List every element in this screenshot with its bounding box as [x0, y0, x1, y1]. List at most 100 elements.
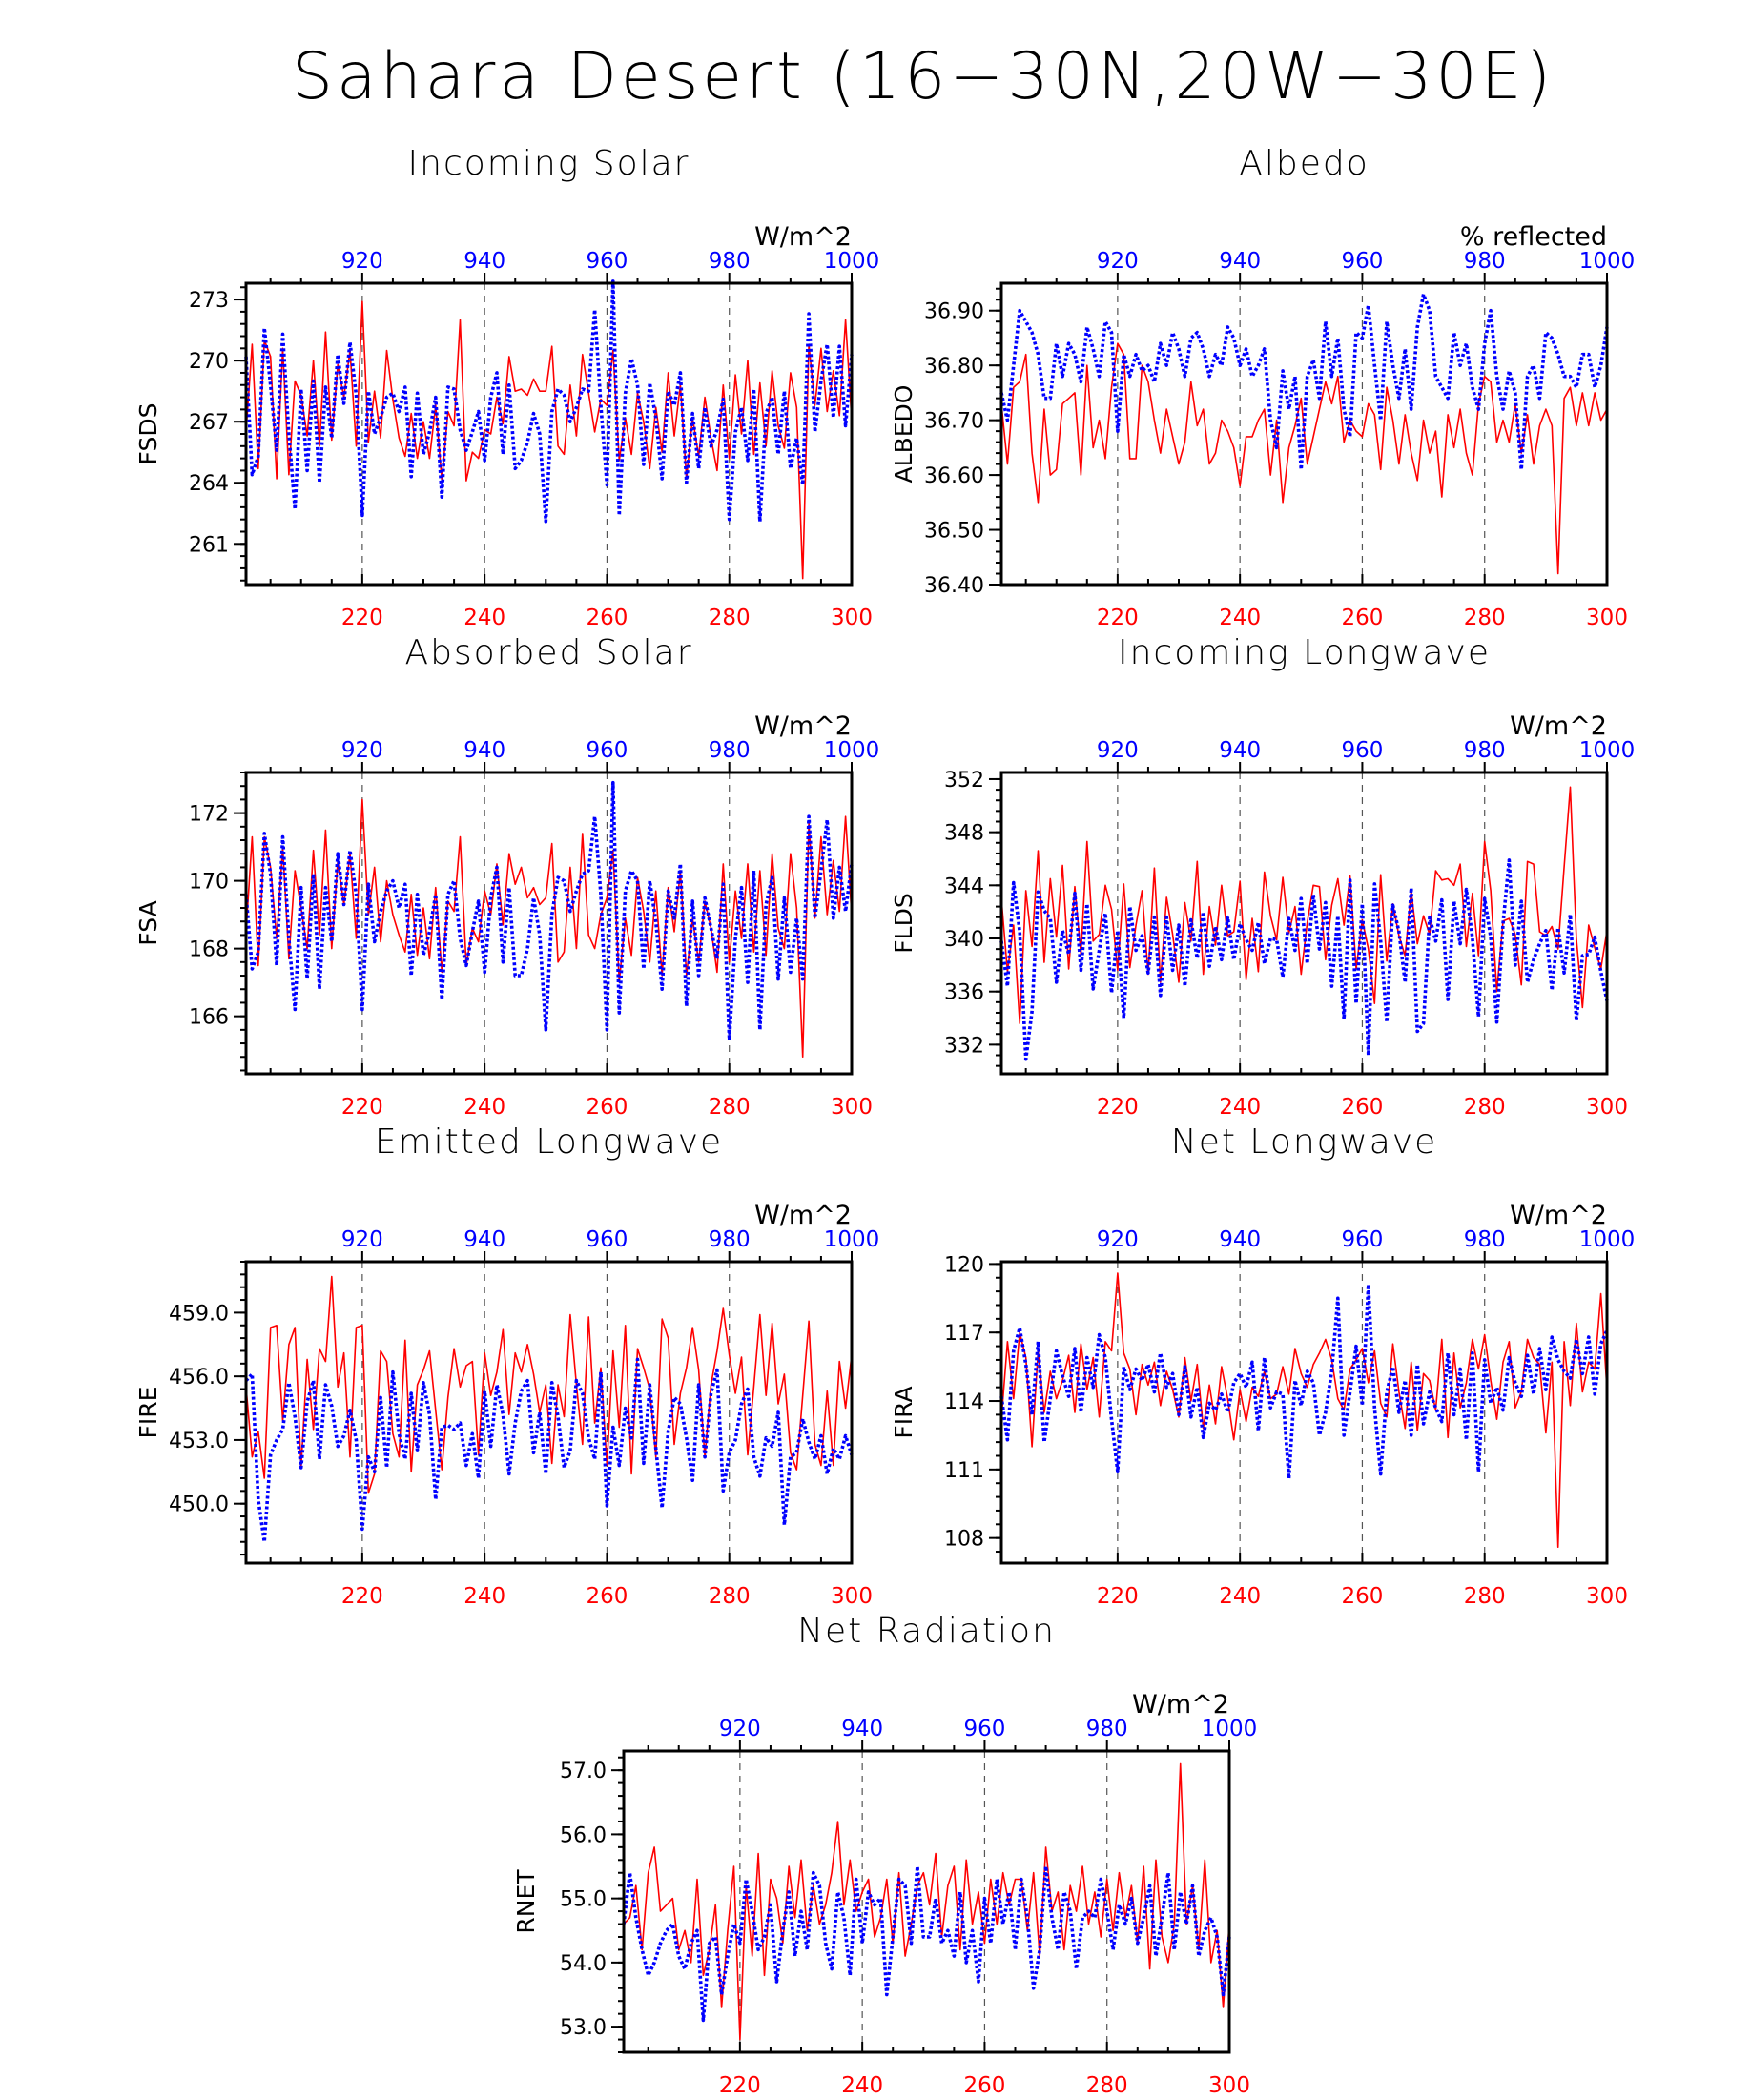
plot-frame [622, 1749, 1231, 2054]
y-tick-label: 36.90 [924, 300, 984, 324]
x-top-tick-label: 960 [586, 249, 628, 274]
series-line-blue [244, 1357, 854, 1544]
y-tick-label: 456.0 [169, 1366, 229, 1390]
y-tick-label: 348 [944, 822, 984, 846]
unit-label: W/m^2 [1132, 1690, 1229, 1719]
x-bottom-tick-label: 240 [1219, 1584, 1261, 1609]
x-bottom-tick-label: 220 [719, 2073, 761, 2098]
chart-panel-flds: Incoming Longwave W/m^2 332 336 340 344 348 352… [890, 633, 1635, 1120]
y-tick-label: 267 [189, 411, 229, 435]
y-tick-label: 270 [189, 350, 229, 374]
chart-panel-fsds: Incoming Solar W/m^2 261 264 267 270 273 FSDS 22… [134, 144, 879, 630]
x-bottom-tick-label: 260 [1341, 1095, 1383, 1120]
x-bottom-tick-label: 220 [1097, 1584, 1139, 1609]
series-line-red [1000, 342, 1608, 575]
x-bottom-tick-label: 220 [1097, 606, 1139, 630]
series-line-red [245, 300, 853, 580]
x-top-tick-label: 1000 [1579, 249, 1636, 274]
series-line-blue [244, 279, 854, 524]
x-top-tick-label: 980 [1464, 249, 1506, 274]
y-tick-label: 36.50 [924, 520, 984, 544]
x-bottom-tick-label: 220 [341, 606, 383, 630]
x-bottom-tick-label: 260 [586, 1095, 628, 1120]
y-tick-label: 450.0 [169, 1493, 229, 1517]
plot-frame [999, 1260, 1609, 1565]
unit-label: W/m^2 [754, 222, 852, 252]
panel-title: Absorbed Solar [404, 633, 692, 672]
x-top-tick-label: 980 [1464, 738, 1506, 763]
x-bottom-tick-label: 300 [1586, 606, 1628, 630]
y-tick-label: 170 [189, 871, 229, 895]
x-bottom-tick-label: 240 [464, 1095, 505, 1120]
plot-frame [999, 281, 1609, 587]
y-tick-label: 36.40 [924, 574, 984, 598]
y-axis-label: RNET [512, 1869, 540, 1934]
y-tick-label: 264 [189, 472, 229, 496]
y-tick-label: 36.70 [924, 410, 984, 434]
x-bottom-tick-label: 280 [709, 1584, 751, 1609]
y-tick-label: 53.0 [560, 2016, 607, 2040]
y-tick-label: 36.60 [924, 464, 984, 488]
x-bottom-tick-label: 300 [831, 606, 873, 630]
x-top-tick-label: 960 [1341, 249, 1383, 274]
chart-panel-fire: Emitted Longwave W/m^2 450.0 453.0 456.0 459.… [134, 1122, 879, 1609]
x-top-tick-label: 920 [1097, 249, 1139, 274]
series-line-blue [244, 780, 854, 1042]
x-bottom-tick-label: 280 [1464, 606, 1506, 630]
x-top-tick-label: 1000 [1579, 1227, 1636, 1252]
y-tick-label: 54.0 [560, 1952, 607, 1976]
y-axis-label: FIRE [134, 1387, 162, 1439]
x-bottom-tick-label: 280 [709, 1095, 751, 1120]
x-bottom-tick-label: 260 [963, 2073, 1005, 2098]
x-top-tick-label: 980 [709, 249, 751, 274]
x-top-tick-label: 960 [963, 1717, 1005, 1741]
chart-panel-rnet: Net Radiation W/m^2 53.0 54.0 55.0 56.0 57.0 RN… [512, 1612, 1257, 2098]
x-top-tick-label: 920 [341, 249, 383, 274]
series-line-red [1000, 1272, 1608, 1548]
panel-title: Net Longwave [1171, 1122, 1437, 1162]
x-bottom-tick-label: 300 [1586, 1584, 1628, 1609]
y-tick-label: 336 [944, 981, 984, 1005]
x-top-tick-label: 1000 [824, 1227, 880, 1252]
x-bottom-tick-label: 260 [586, 1584, 628, 1609]
y-tick-label: 352 [944, 769, 984, 793]
plot-frame [999, 771, 1609, 1076]
y-axis-label: FSDS [134, 403, 162, 465]
y-tick-label: 57.0 [560, 1760, 607, 1783]
x-top-tick-label: 940 [1219, 738, 1261, 763]
chart-panels: Incoming Solar W/m^2 261 264 267 270 273 FSDS 22… [134, 144, 1635, 2098]
x-top-tick-label: 940 [841, 1717, 883, 1741]
y-tick-label: 273 [189, 289, 229, 313]
panel-title: Incoming Longwave [1118, 633, 1491, 672]
x-bottom-tick-label: 260 [586, 606, 628, 630]
x-bottom-tick-label: 240 [1219, 1095, 1261, 1120]
y-tick-label: 114 [944, 1390, 984, 1414]
y-tick-label: 117 [944, 1322, 984, 1346]
x-top-tick-label: 920 [1097, 1227, 1139, 1252]
x-top-tick-label: 960 [586, 738, 628, 763]
plot-frame [244, 771, 854, 1076]
x-top-tick-label: 980 [709, 738, 751, 763]
x-top-tick-label: 1000 [824, 249, 880, 274]
x-top-tick-label: 940 [464, 738, 505, 763]
x-bottom-tick-label: 300 [831, 1584, 873, 1609]
y-tick-label: 111 [944, 1459, 984, 1483]
y-axis-label: FSA [134, 900, 162, 945]
x-bottom-tick-label: 260 [1341, 606, 1383, 630]
y-tick-label: 261 [189, 533, 229, 557]
x-bottom-tick-label: 280 [1464, 1095, 1506, 1120]
x-top-tick-label: 940 [464, 1227, 505, 1252]
y-tick-label: 344 [944, 875, 984, 898]
y-tick-label: 459.0 [169, 1302, 229, 1326]
x-top-tick-label: 940 [464, 249, 505, 274]
x-bottom-tick-label: 280 [1086, 2073, 1128, 2098]
x-top-tick-label: 920 [1097, 738, 1139, 763]
unit-label: W/m^2 [754, 1201, 852, 1230]
x-bottom-tick-label: 280 [709, 606, 751, 630]
x-top-tick-label: 980 [1464, 1227, 1506, 1252]
series-line-red [623, 1762, 1230, 2041]
x-top-tick-label: 980 [709, 1227, 751, 1252]
x-bottom-tick-label: 260 [1341, 1584, 1383, 1609]
chart-panel-fsa: Absorbed Solar W/m^2 166 168 170 172 FSA 220 240… [134, 633, 879, 1120]
